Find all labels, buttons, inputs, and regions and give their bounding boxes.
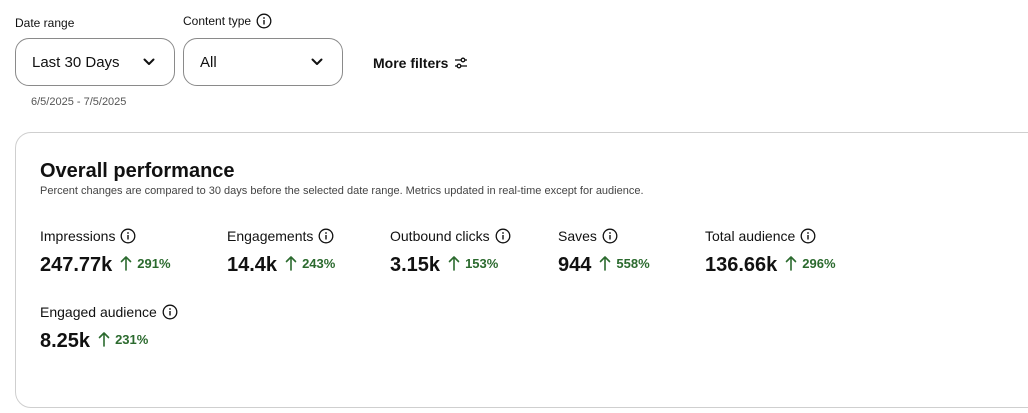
metric-value: 8.25k	[40, 330, 91, 352]
date-range-dates: 6/5/2025 - 7/5/2025	[31, 96, 127, 108]
arrow-up-icon	[600, 256, 611, 271]
arrow-up-icon	[285, 256, 297, 271]
content-type-label: Content type	[183, 13, 272, 29]
metric-label: Saves	[558, 228, 597, 244]
arrow-up-icon	[785, 256, 797, 271]
content-type-value: All	[200, 53, 217, 71]
info-icon[interactable]	[602, 228, 618, 244]
metric-label: Total audience	[705, 228, 796, 244]
metric-label: Outbound clicks	[390, 228, 490, 244]
metric-value: 3.15k	[390, 254, 441, 276]
metric-label: Impressions	[40, 228, 116, 244]
metric-value: 944	[558, 254, 592, 276]
content-type-select[interactable]: All	[183, 38, 343, 86]
metric-change-value: 153%	[465, 255, 499, 271]
card-title: Overall performance	[40, 160, 235, 182]
date-range-label: Date range	[15, 16, 74, 30]
metric-value: 14.4k	[227, 254, 278, 276]
metric-change-value: 291%	[137, 255, 171, 271]
info-icon[interactable]	[120, 228, 136, 244]
metric-change-value: 231%	[115, 331, 149, 347]
metric-impressions: Impressions 247.77k 291%	[40, 227, 171, 277]
metric-saves: Saves 944 558%	[558, 227, 650, 277]
metric-change-value: 558%	[616, 255, 650, 271]
arrow-up-icon	[120, 256, 132, 271]
arrow-up-icon	[98, 332, 110, 347]
metric-change: 243%	[285, 255, 335, 271]
metric-outbound-clicks: Outbound clicks 3.15k 153%	[390, 227, 511, 277]
content-type-label-text: Content type	[183, 14, 252, 28]
metric-change: 558%	[599, 255, 650, 271]
metric-change-value: 243%	[302, 255, 336, 271]
more-filters-label: More filters	[373, 55, 449, 71]
info-icon[interactable]	[256, 13, 272, 29]
metric-engaged-audience: Engaged audience 8.25k 231%	[40, 303, 178, 353]
metric-change: 296%	[785, 255, 836, 271]
sliders-icon	[454, 56, 468, 70]
overall-performance-card: Overall performance Percent changes are …	[15, 132, 1028, 408]
date-range-select[interactable]: Last 30 Days	[15, 38, 175, 86]
info-icon[interactable]	[162, 304, 178, 320]
chevron-down-icon	[310, 55, 324, 69]
chevron-down-icon	[142, 55, 156, 69]
info-icon[interactable]	[318, 228, 334, 244]
metric-label: Engaged audience	[40, 304, 157, 320]
metric-value: 136.66k	[705, 254, 778, 276]
metric-change-value: 296%	[802, 255, 836, 271]
arrow-up-icon	[448, 256, 460, 271]
info-icon[interactable]	[495, 228, 511, 244]
metric-change: 291%	[120, 255, 171, 271]
date-range-label-text: Date range	[15, 16, 75, 30]
date-range-value: Last 30 Days	[32, 53, 120, 71]
more-filters-button[interactable]: More filters	[373, 52, 468, 74]
metric-engagements: Engagements 14.4k 243%	[227, 227, 335, 277]
metric-change: 153%	[448, 255, 498, 271]
metric-total-audience: Total audience 136.66k 296%	[705, 227, 836, 277]
card-description: Percent changes are compared to 30 days …	[40, 185, 644, 197]
metric-value: 247.77k	[40, 254, 113, 276]
metric-label: Engagements	[227, 228, 314, 244]
info-icon[interactable]	[800, 228, 816, 244]
metric-change: 231%	[98, 331, 148, 347]
